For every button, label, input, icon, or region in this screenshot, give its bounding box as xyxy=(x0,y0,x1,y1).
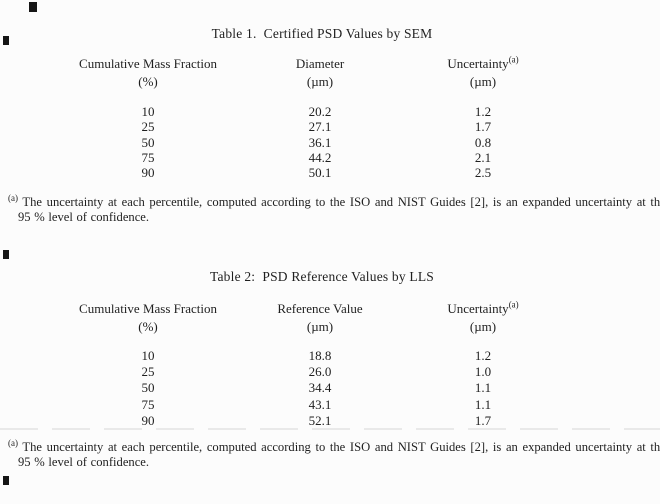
cell-uncertainty: 0.8 xyxy=(474,134,492,150)
cell-reference-value: 34.4 xyxy=(308,380,332,396)
cell-percentile: 25 xyxy=(141,364,155,380)
cell-diameter: 27.1 xyxy=(308,119,332,135)
footnote-reference-superscript: (a) xyxy=(508,299,519,310)
header-label: Uncertainty xyxy=(447,56,509,71)
header-unit: (µm) xyxy=(469,74,497,89)
table-row: 50 34.4 1.1 xyxy=(0,380,660,396)
cell-uncertainty: 1.7 xyxy=(474,412,492,428)
cell-diameter: 50.1 xyxy=(308,165,332,181)
header-label: Cumulative Mass Fraction xyxy=(79,301,217,316)
table1-footnote: (a) The uncertainty at each percentile, … xyxy=(8,193,660,225)
table-row: 25 26.0 1.0 xyxy=(0,364,660,380)
cell-diameter: 20.2 xyxy=(308,104,332,119)
footnote-text: The uncertainty at each percentile, comp… xyxy=(18,440,660,454)
table-row: 10 20.2 1.2 xyxy=(0,104,660,119)
cell-percentile: 75 xyxy=(141,149,155,165)
table1-header-diameter: Diameter (µm) xyxy=(212,55,428,91)
footnote-marker: (a) xyxy=(8,192,18,203)
header-label: Diameter xyxy=(295,56,345,71)
cell-reference-value: 43.1 xyxy=(308,396,332,412)
header-label: Cumulative Mass Fraction xyxy=(79,56,217,71)
footnote-text: The uncertainty at each percentile, comp… xyxy=(18,195,660,209)
cell-reference-value: 52.1 xyxy=(308,412,332,428)
table2-header-uncertainty: Uncertainty(a) (µm) xyxy=(375,300,591,336)
cell-percentile: 25 xyxy=(141,119,155,135)
header-unit: (%) xyxy=(138,74,158,89)
scan-artifact-mark xyxy=(29,2,37,12)
cell-percentile: 10 xyxy=(141,104,155,119)
table1-header-cumulative-mass-fraction: Cumulative Mass Fraction (%) xyxy=(40,55,256,91)
cell-uncertainty: 2.1 xyxy=(474,149,492,165)
table-row: 10 18.8 1.2 xyxy=(0,348,660,364)
scan-artifact-mark xyxy=(3,476,9,485)
table2-header-reference-value: Reference Value (µm) xyxy=(212,300,428,336)
table1-body: 10 20.2 1.2 25 27.1 1.7 50 36.1 0.8 75 4… xyxy=(0,104,660,180)
cell-uncertainty: 1.2 xyxy=(474,348,492,363)
cell-reference-value: 18.8 xyxy=(308,348,332,363)
cell-uncertainty: 1.0 xyxy=(474,364,492,380)
footnote-line1: (a) The uncertainty at each percentile, … xyxy=(8,192,660,209)
cell-percentile: 75 xyxy=(141,396,155,412)
cell-uncertainty: 2.5 xyxy=(474,165,492,181)
table-row: 90 50.1 2.5 xyxy=(0,165,660,180)
cell-uncertainty: 1.1 xyxy=(474,380,492,396)
cell-reference-value: 26.0 xyxy=(308,364,332,380)
footnote-line2: 95 % level of confidence. xyxy=(18,455,150,470)
header-label: Reference Value xyxy=(277,301,363,316)
cell-percentile: 10 xyxy=(141,348,155,363)
table-row: 75 44.2 2.1 xyxy=(0,150,660,165)
header-unit: (%) xyxy=(138,319,158,334)
cell-percentile: 90 xyxy=(141,165,155,181)
table-row: 75 43.1 1.1 xyxy=(0,397,660,413)
footnote-marker: (a) xyxy=(8,437,18,448)
table1-title: Table 1. Certified PSD Values by SEM xyxy=(211,26,433,41)
cell-diameter: 44.2 xyxy=(308,149,332,165)
table2-title: Table 2: PSD Reference Values by LLS xyxy=(209,269,435,284)
cell-diameter: 36.1 xyxy=(308,134,332,150)
table2-body: 10 18.8 1.2 25 26.0 1.0 50 34.4 1.1 75 4… xyxy=(0,348,660,429)
scan-artifact-line xyxy=(0,428,660,430)
table1-header-uncertainty: Uncertainty(a) (µm) xyxy=(375,55,591,91)
cell-uncertainty: 1.7 xyxy=(474,119,492,135)
footnote-line2: 95 % level of confidence. xyxy=(18,210,150,225)
cell-percentile: 50 xyxy=(141,134,155,150)
table-row: 90 52.1 1.7 xyxy=(0,413,660,429)
cell-percentile: 90 xyxy=(141,412,155,428)
header-unit: (µm) xyxy=(469,319,497,334)
table2-header-cumulative-mass-fraction: Cumulative Mass Fraction (%) xyxy=(40,300,256,336)
table-row: 25 27.1 1.7 xyxy=(0,119,660,134)
cell-uncertainty: 1.1 xyxy=(474,396,492,412)
cell-uncertainty: 1.2 xyxy=(474,104,492,119)
header-label: Uncertainty xyxy=(447,301,509,316)
footnote-reference-superscript: (a) xyxy=(508,54,519,65)
footnote-line1: (a) The uncertainty at each percentile, … xyxy=(8,437,660,454)
header-unit: (µm) xyxy=(306,319,334,334)
cell-percentile: 50 xyxy=(141,380,155,396)
scan-artifact-mark xyxy=(3,250,9,259)
table2-footnote: (a) The uncertainty at each percentile, … xyxy=(8,438,660,470)
table-row: 50 36.1 0.8 xyxy=(0,135,660,150)
scan-artifact-mark xyxy=(3,36,9,45)
header-unit: (µm) xyxy=(306,74,334,89)
